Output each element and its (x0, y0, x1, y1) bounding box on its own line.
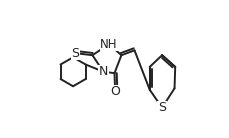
Text: O: O (110, 85, 120, 98)
Text: NH: NH (100, 38, 118, 51)
Text: S: S (71, 47, 79, 60)
Text: S: S (158, 101, 166, 114)
Text: N: N (99, 65, 108, 78)
